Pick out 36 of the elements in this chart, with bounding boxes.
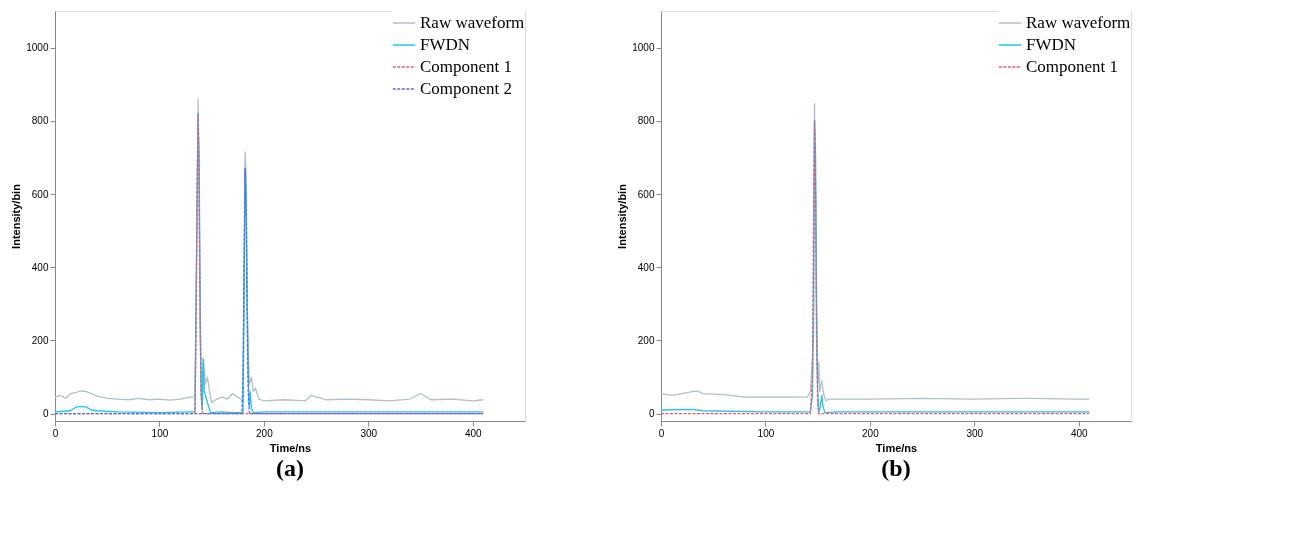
x-tick-label: 400: [464, 427, 483, 439]
y-axis-title: Intensity/bin: [616, 183, 629, 249]
x-tick-label: 300: [360, 427, 378, 439]
y-tick-label: 800: [637, 115, 655, 127]
y-tick-label: 0: [648, 408, 655, 420]
legend-label: Component 1: [1026, 57, 1119, 76]
legend-label: Raw waveform: [1026, 13, 1131, 32]
x-tick-label: 0: [52, 427, 59, 439]
y-tick-label: 400: [637, 261, 655, 273]
x-tick-label: 100: [757, 427, 775, 439]
y-tick-label: 400: [31, 261, 49, 273]
y-tick-label: 200: [637, 334, 655, 346]
y-tick-label: 800: [31, 115, 49, 127]
text: (a): [276, 455, 304, 481]
legend-label: Raw waveform: [420, 13, 525, 32]
legend-label: FWDN: [1026, 35, 1077, 54]
x-axis-title: Time/ns: [875, 441, 918, 454]
line-series: [54, 167, 484, 415]
y-tick-label: 1000: [632, 42, 655, 54]
legend-label: FWDN: [420, 35, 471, 54]
y-tick-label: 600: [31, 188, 49, 200]
x-axis-title: Time/ns: [269, 441, 312, 454]
text: (b): [881, 455, 911, 481]
x-tick-label: 200: [256, 427, 274, 439]
x-tick-label: 0: [658, 427, 665, 439]
y-tick-label: 1000: [26, 42, 49, 54]
x-tick-label: 200: [862, 427, 880, 439]
x-tick-label: 400: [1070, 427, 1089, 439]
x-tick-label: 100: [151, 427, 169, 439]
y-tick-label: 600: [637, 188, 655, 200]
y-tick-label: 0: [42, 408, 49, 420]
legend-label: Component 1: [420, 57, 513, 76]
legend-label: Component 2: [420, 79, 513, 98]
y-tick-label: 200: [31, 334, 49, 346]
y-axis-title: Intensity/bin: [10, 183, 23, 249]
x-tick-label: 300: [966, 427, 984, 439]
